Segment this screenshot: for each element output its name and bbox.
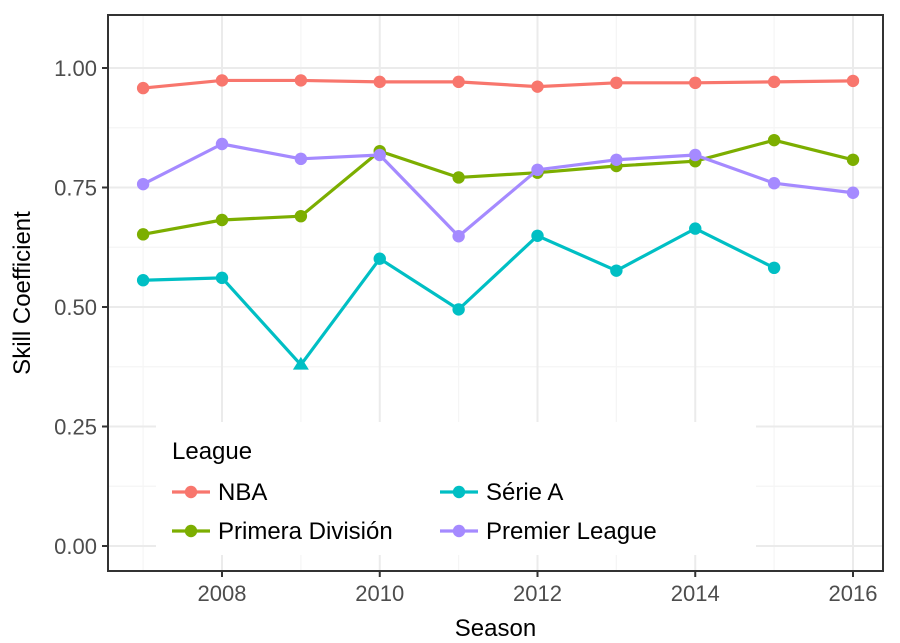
y-tick-label: 0.25	[54, 415, 97, 440]
legend-label: Premier League	[486, 518, 657, 545]
data-point	[452, 230, 465, 243]
data-point	[452, 171, 465, 184]
data-point	[767, 75, 781, 89]
series-line	[142, 138, 854, 236]
data-point	[846, 74, 860, 88]
x-tick-label: 2016	[829, 581, 878, 606]
data-point	[136, 81, 150, 95]
y-axis-title: Skill Coefficient	[9, 211, 36, 375]
data-point	[215, 74, 229, 87]
data-point	[767, 176, 781, 190]
legend-key	[440, 524, 478, 538]
legend-key-point	[452, 485, 466, 499]
legend: League NBA Primera División Série A Premier…	[156, 422, 756, 555]
data-point-triangle	[292, 356, 309, 370]
legend-label: Série A	[486, 479, 563, 506]
x-tick-label: 2008	[198, 581, 247, 606]
data-point	[452, 303, 465, 316]
data-point	[294, 152, 308, 166]
data-point	[373, 75, 386, 89]
series-premier-league	[136, 137, 860, 243]
legend-key	[440, 485, 478, 499]
legend-label: Primera División	[218, 518, 393, 545]
data-point	[689, 222, 702, 235]
x-tick-label: 2012	[513, 581, 562, 606]
legend-key-point	[452, 524, 466, 538]
series-line	[142, 78, 854, 90]
x-tick-label: 2010	[355, 581, 404, 606]
x-axis-title: Season	[455, 615, 536, 642]
data-point	[531, 229, 544, 242]
data-point	[767, 261, 781, 275]
data-point	[136, 177, 150, 191]
data-point	[689, 76, 702, 90]
data-point	[610, 153, 623, 166]
x-tick-label: 2014	[671, 581, 720, 606]
series-s-rie-a	[136, 222, 781, 370]
data-point	[846, 153, 860, 166]
y-tick-label: 0.00	[54, 534, 97, 559]
data-point	[215, 271, 229, 285]
data-point	[767, 133, 781, 147]
axes: 2008 2010 2012 2014 2016 0.00 0.25 0.50 0.75 1.00	[54, 56, 877, 606]
series-nba	[136, 74, 860, 95]
legend-key	[172, 485, 210, 499]
data-point	[531, 80, 544, 93]
data-point	[373, 252, 386, 265]
panel-border	[107, 14, 884, 572]
series-layer	[136, 74, 860, 370]
legend-key	[172, 524, 210, 538]
data-point	[610, 76, 623, 90]
legend-key-point	[184, 524, 198, 538]
legend-key-point	[184, 485, 198, 499]
data-point	[531, 163, 544, 177]
data-point	[846, 186, 860, 199]
data-point	[215, 137, 229, 151]
series-line	[142, 142, 854, 238]
data-point	[294, 74, 308, 87]
y-tick-label: 0.75	[54, 176, 97, 201]
data-point	[689, 148, 702, 162]
data-point	[452, 75, 465, 89]
y-tick-label: 0.50	[54, 295, 97, 320]
legend-title: League	[172, 438, 252, 465]
data-point	[136, 274, 150, 287]
data-point	[294, 209, 308, 223]
y-tick-label: 1.00	[54, 56, 97, 81]
data-point	[215, 213, 229, 227]
data-point	[136, 228, 150, 241]
data-point	[373, 148, 386, 162]
legend-label: NBA	[218, 479, 267, 506]
data-point	[610, 264, 623, 277]
